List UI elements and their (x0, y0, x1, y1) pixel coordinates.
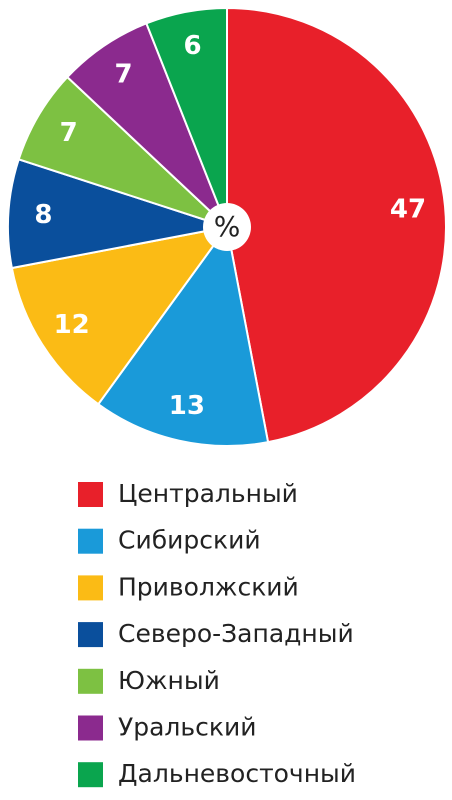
value-label: 8 (34, 200, 52, 230)
legend-swatch (78, 622, 103, 648)
legend-label: Дальневосточный (118, 759, 356, 788)
value-label: 12 (54, 310, 90, 340)
legend-swatch (78, 668, 103, 694)
value-label: 6 (183, 31, 201, 61)
legend-swatch (78, 762, 103, 788)
pie-slice (7, 158, 228, 270)
legend-label: Южный (118, 666, 220, 695)
pie-slice (145, 6, 228, 228)
legend-swatch (78, 528, 103, 554)
legend-swatch (78, 482, 103, 507)
center-label: % (214, 210, 241, 243)
pie-slice (96, 224, 270, 447)
center-circle (203, 203, 251, 251)
legend-label: Сибирский (118, 526, 261, 555)
value-label: 7 (115, 59, 133, 89)
pie-slice (10, 225, 230, 406)
value-label: 7 (60, 118, 78, 148)
legend-label: Приволжский (118, 572, 299, 601)
pie-slice (226, 6, 447, 444)
legend-label: Северо-Западный (118, 619, 354, 648)
value-label: 13 (169, 391, 205, 421)
legend-label: Центральный (118, 479, 298, 508)
value-label: 47 (390, 194, 426, 224)
legend-swatch (78, 575, 103, 601)
legend-swatch (78, 715, 103, 741)
legend-label: Уральский (118, 713, 256, 742)
